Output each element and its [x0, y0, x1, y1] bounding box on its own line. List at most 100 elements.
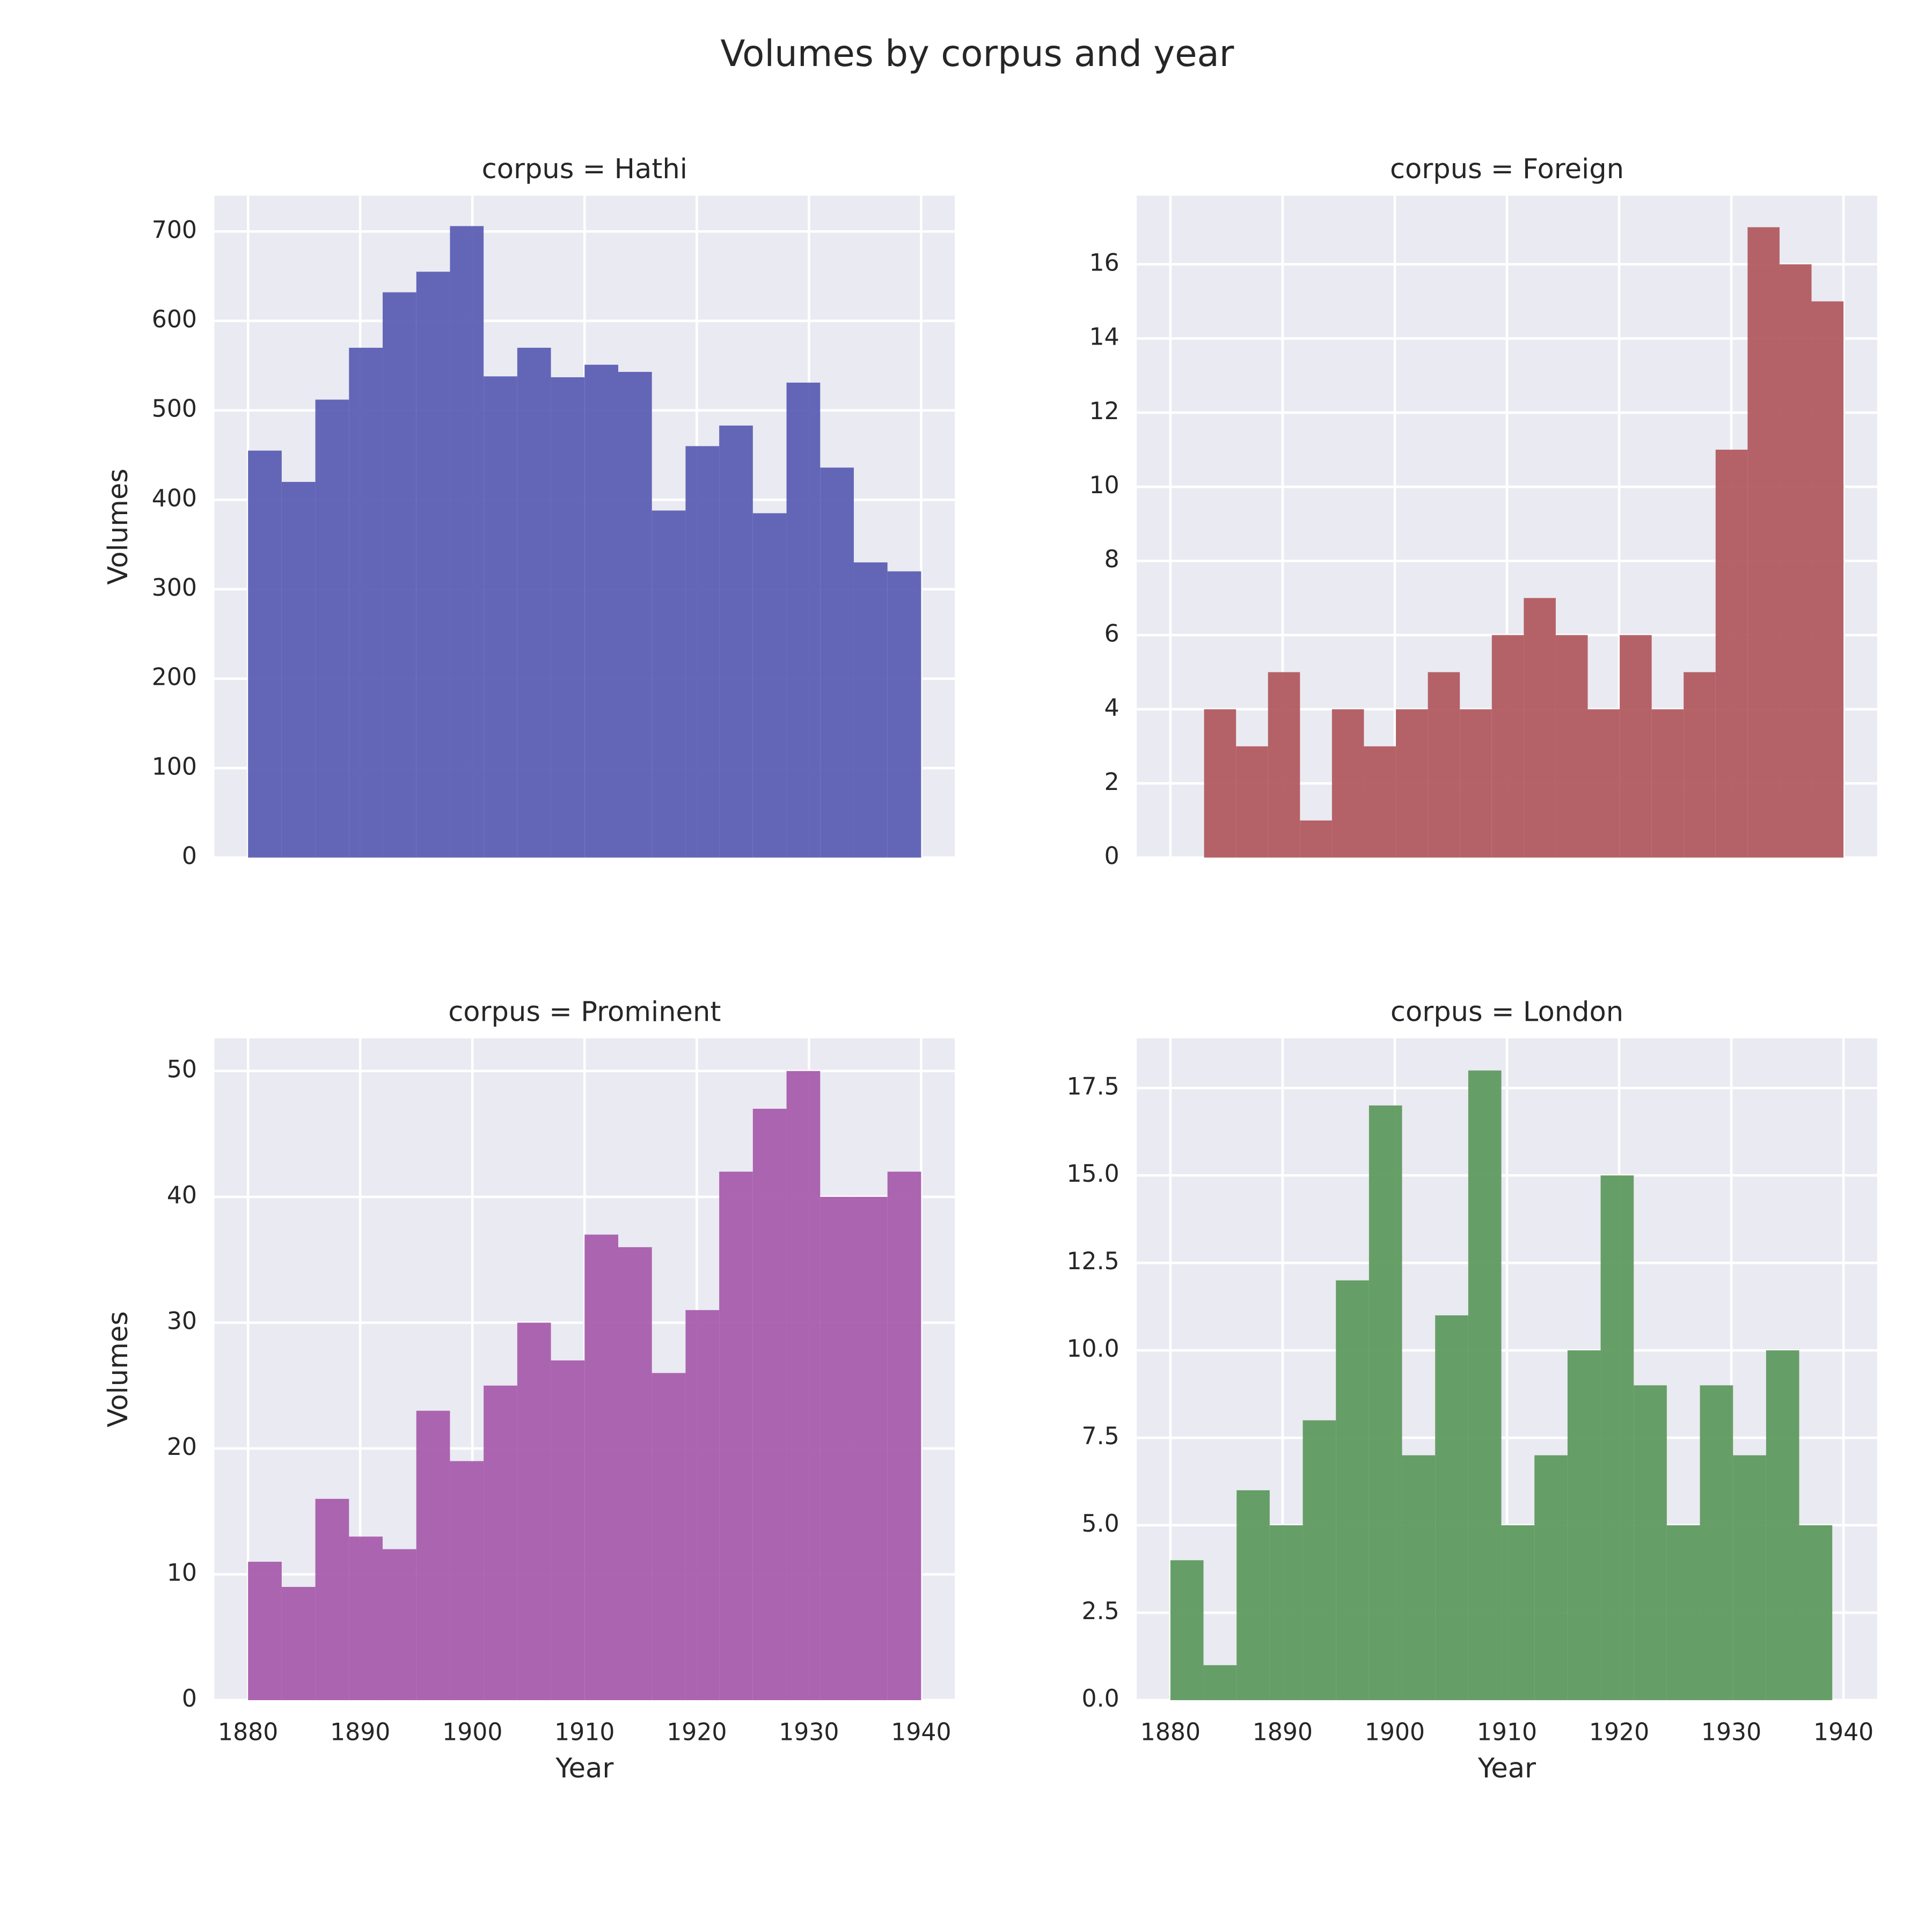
bar	[1368, 1105, 1402, 1700]
bar	[1501, 1525, 1535, 1700]
bar	[1524, 598, 1556, 858]
x-axis-label: Year	[1477, 1753, 1536, 1784]
bar	[1203, 1665, 1237, 1700]
bar	[281, 1586, 316, 1700]
subplot: 0 100 200 300 400 500 600 700 corpus = Hathi Volu…	[103, 153, 955, 870]
bar	[853, 562, 888, 858]
x-tick-label: 1930	[1701, 1719, 1761, 1746]
bar	[1620, 635, 1652, 858]
y-tick-label: 0.0	[1082, 1685, 1119, 1713]
bar	[1268, 672, 1300, 858]
bar	[1799, 1525, 1833, 1700]
y-tick-label: 12	[1089, 398, 1119, 425]
bar	[315, 399, 349, 858]
x-tick-label: 1900	[1365, 1719, 1425, 1746]
bar	[652, 1373, 686, 1700]
y-tick-label: 8	[1104, 546, 1119, 573]
y-tick-label: 200	[152, 664, 197, 691]
bar	[1331, 709, 1364, 858]
bar	[1402, 1455, 1436, 1700]
y-tick-label: 17.5	[1066, 1073, 1119, 1100]
bar	[752, 1109, 787, 1700]
y-axis-label: Volumes	[103, 469, 134, 585]
y-tick-label: 4	[1104, 694, 1119, 722]
bar	[1460, 709, 1492, 858]
bar	[416, 272, 450, 858]
bar	[1534, 1455, 1568, 1700]
x-tick-label: 1910	[554, 1719, 614, 1746]
bar	[820, 467, 854, 858]
bar	[1811, 301, 1844, 858]
subplot-title: corpus = Hathi	[482, 153, 687, 185]
bar	[484, 376, 517, 858]
y-tick-label: 7.5	[1082, 1423, 1119, 1450]
bar	[685, 446, 720, 858]
y-tick-label: 300	[152, 574, 197, 602]
y-tick-label: 15.0	[1066, 1160, 1119, 1188]
bar	[1170, 1560, 1204, 1700]
x-tick-label: 1910	[1477, 1719, 1537, 1746]
bar	[652, 510, 686, 858]
x-tick-label: 1890	[330, 1719, 390, 1746]
x-tick-label: 1920	[1589, 1719, 1649, 1746]
bar	[349, 347, 383, 858]
bar	[853, 1197, 888, 1700]
bar	[1600, 1175, 1634, 1700]
y-tick-label: 100	[152, 753, 197, 780]
y-tick-label: 10	[167, 1560, 197, 1587]
bar	[517, 347, 551, 858]
x-tick-label: 1900	[442, 1719, 502, 1746]
y-tick-label: 5.0	[1082, 1510, 1119, 1538]
bar	[1779, 264, 1812, 858]
y-tick-label: 2	[1104, 769, 1119, 796]
subplot-title: corpus = Foreign	[1390, 153, 1624, 185]
x-tick-label: 1920	[667, 1719, 727, 1746]
bar	[786, 1071, 821, 1700]
x-tick-label: 1940	[891, 1719, 951, 1746]
bar	[752, 513, 787, 858]
bar	[315, 1498, 349, 1700]
bar	[1396, 709, 1428, 858]
bar	[1364, 746, 1396, 858]
bar	[719, 425, 753, 858]
bar	[248, 450, 282, 858]
bar	[1435, 1315, 1468, 1700]
bar	[1236, 1490, 1270, 1700]
bar	[281, 481, 316, 858]
subplot: 0 10 20 30 40 50 1880 1890 1900 1910 1920 1930 1940 c…	[103, 996, 955, 1784]
bar	[383, 1549, 416, 1700]
x-tick-label: 1890	[1253, 1719, 1313, 1746]
bar	[820, 1197, 854, 1700]
x-tick-label: 1880	[218, 1719, 278, 1746]
bar	[786, 382, 821, 858]
bar	[1747, 227, 1780, 858]
subplot: 0 2 4 6 8 10 12 14 16 corpus = Foreign	[1089, 153, 1877, 870]
y-tick-label: 16	[1089, 249, 1119, 276]
bar	[618, 1247, 652, 1700]
bar	[584, 1234, 618, 1700]
y-tick-label: 0	[182, 1685, 197, 1713]
y-tick-label: 50	[167, 1056, 197, 1084]
bar	[1555, 635, 1588, 858]
y-tick-label: 0	[1104, 843, 1119, 870]
y-tick-label: 0	[182, 843, 197, 870]
subplot-title: corpus = London	[1391, 996, 1623, 1028]
bar	[1300, 820, 1332, 858]
y-tick-label: 700	[152, 216, 197, 244]
bar	[887, 571, 921, 858]
subplot: 0.0 2.5 5.0 7.5 10.0 12.5 15.0 17.5 1880 1890 1900…	[1066, 996, 1877, 1784]
bar	[383, 292, 416, 858]
bar	[1302, 1420, 1336, 1700]
x-tick-label: 1930	[779, 1719, 839, 1746]
bar	[484, 1385, 517, 1700]
bar	[1766, 1350, 1799, 1700]
y-tick-label: 600	[152, 306, 197, 333]
bar	[584, 364, 618, 858]
y-tick-label: 14	[1089, 324, 1119, 351]
bar	[450, 1461, 484, 1700]
y-tick-label: 30	[167, 1308, 197, 1335]
bar	[1715, 449, 1748, 858]
figure-title: Volumes by corpus and year	[720, 32, 1234, 75]
bar	[1428, 672, 1460, 858]
bar	[517, 1322, 551, 1700]
